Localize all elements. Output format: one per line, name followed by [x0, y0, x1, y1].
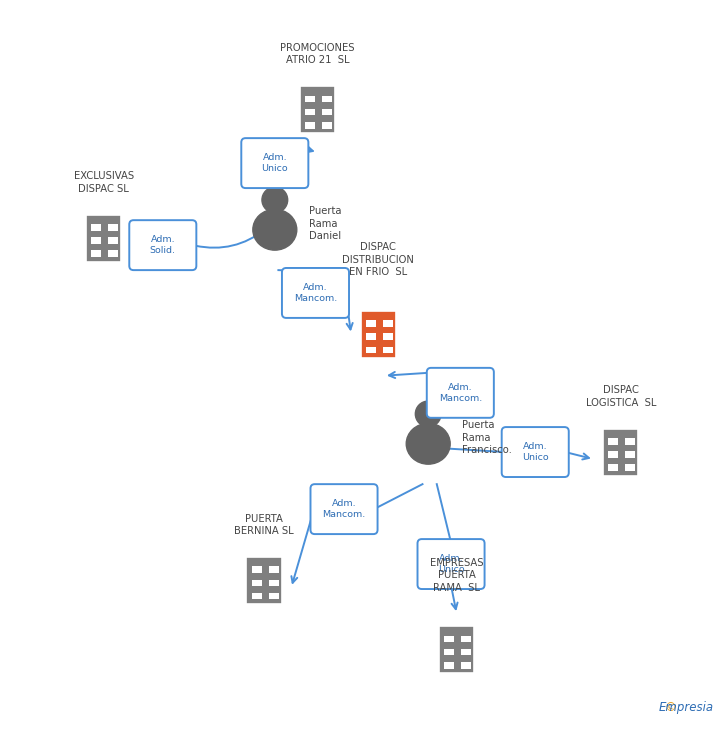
- FancyBboxPatch shape: [366, 346, 376, 353]
- FancyBboxPatch shape: [300, 86, 336, 133]
- FancyBboxPatch shape: [383, 334, 392, 340]
- Circle shape: [416, 401, 441, 427]
- Circle shape: [262, 187, 288, 213]
- FancyBboxPatch shape: [252, 566, 261, 573]
- Text: DISPAC
LOGISTICA  SL: DISPAC LOGISTICA SL: [585, 386, 656, 408]
- FancyBboxPatch shape: [462, 636, 471, 642]
- FancyBboxPatch shape: [609, 438, 618, 445]
- FancyBboxPatch shape: [462, 662, 471, 668]
- FancyBboxPatch shape: [427, 368, 494, 418]
- FancyBboxPatch shape: [360, 311, 396, 358]
- FancyBboxPatch shape: [282, 268, 349, 318]
- FancyBboxPatch shape: [444, 649, 454, 656]
- FancyBboxPatch shape: [625, 451, 636, 458]
- FancyBboxPatch shape: [269, 579, 279, 586]
- FancyBboxPatch shape: [108, 237, 118, 243]
- Ellipse shape: [253, 209, 297, 250]
- FancyBboxPatch shape: [305, 109, 315, 115]
- FancyBboxPatch shape: [91, 224, 101, 231]
- FancyBboxPatch shape: [323, 109, 332, 115]
- FancyBboxPatch shape: [444, 636, 454, 642]
- Text: EMPRESAS
PUERTA
RAMA  SL: EMPRESAS PUERTA RAMA SL: [430, 558, 483, 593]
- Text: Adm.
Mancom.: Adm. Mancom.: [439, 383, 482, 403]
- FancyBboxPatch shape: [609, 465, 618, 471]
- FancyBboxPatch shape: [323, 122, 332, 129]
- Text: DISPAC
DISTRIBUCION
EN FRIO  SL: DISPAC DISTRIBUCION EN FRIO SL: [342, 243, 414, 278]
- FancyBboxPatch shape: [609, 451, 618, 458]
- FancyBboxPatch shape: [108, 224, 118, 231]
- Text: Adm.
Mancom.: Adm. Mancom.: [323, 499, 365, 519]
- Text: Empresia: Empresia: [658, 701, 713, 714]
- FancyBboxPatch shape: [418, 539, 485, 589]
- Text: EXCLUSIVAS
DISPAC SL: EXCLUSIVAS DISPAC SL: [74, 172, 134, 194]
- Text: PUERTA
BERNINA SL: PUERTA BERNINA SL: [234, 514, 294, 536]
- FancyBboxPatch shape: [604, 428, 638, 476]
- Text: ©: ©: [665, 701, 676, 714]
- FancyBboxPatch shape: [383, 320, 392, 327]
- FancyBboxPatch shape: [439, 626, 475, 673]
- Text: Adm.
Unico: Adm. Unico: [438, 554, 464, 574]
- FancyBboxPatch shape: [247, 557, 282, 604]
- Text: Adm.
Solid.: Adm. Solid.: [150, 235, 175, 255]
- FancyBboxPatch shape: [91, 250, 101, 257]
- FancyBboxPatch shape: [269, 566, 279, 573]
- FancyBboxPatch shape: [444, 662, 454, 668]
- Text: Puerta
Rama
Francisco.: Puerta Rama Francisco.: [462, 420, 513, 455]
- Text: Puerta
Rama
Daniel: Puerta Rama Daniel: [309, 206, 341, 241]
- Text: Adm.
Unico: Adm. Unico: [261, 153, 288, 173]
- FancyBboxPatch shape: [91, 237, 101, 243]
- FancyBboxPatch shape: [108, 250, 118, 257]
- FancyBboxPatch shape: [305, 122, 315, 129]
- FancyBboxPatch shape: [252, 579, 261, 586]
- FancyBboxPatch shape: [383, 346, 392, 353]
- FancyBboxPatch shape: [625, 465, 636, 471]
- Text: PROMOCIONES
ATRIO 21  SL: PROMOCIONES ATRIO 21 SL: [280, 43, 355, 65]
- FancyBboxPatch shape: [323, 95, 332, 102]
- FancyBboxPatch shape: [502, 427, 569, 477]
- Text: Adm.
Mancom.: Adm. Mancom.: [294, 283, 337, 303]
- FancyBboxPatch shape: [86, 215, 122, 262]
- Ellipse shape: [406, 423, 450, 464]
- FancyBboxPatch shape: [625, 438, 636, 445]
- Text: Adm.
Unico: Adm. Unico: [522, 442, 548, 462]
- FancyBboxPatch shape: [241, 138, 309, 188]
- FancyBboxPatch shape: [269, 593, 279, 599]
- FancyBboxPatch shape: [130, 221, 197, 270]
- FancyBboxPatch shape: [462, 649, 471, 656]
- FancyBboxPatch shape: [366, 320, 376, 327]
- FancyBboxPatch shape: [252, 593, 261, 599]
- FancyBboxPatch shape: [305, 95, 315, 102]
- FancyBboxPatch shape: [310, 484, 378, 534]
- FancyBboxPatch shape: [366, 334, 376, 340]
